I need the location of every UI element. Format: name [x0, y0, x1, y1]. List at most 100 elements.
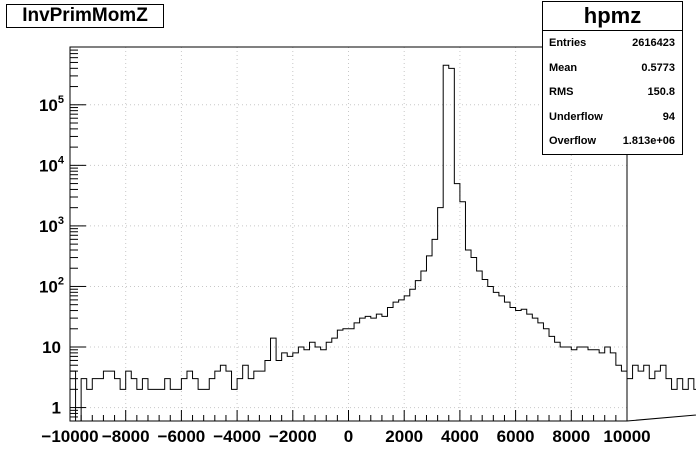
histogram-bin — [577, 347, 583, 421]
histogram-bin — [282, 353, 288, 421]
x-tick-label: 10000 — [603, 427, 650, 446]
histogram-bin — [482, 280, 488, 421]
histogram-bin — [610, 353, 616, 421]
histogram-bin — [504, 302, 510, 421]
x-tick-label: 4000 — [441, 427, 479, 446]
histogram-bin — [126, 371, 132, 421]
histogram-bin — [232, 389, 238, 421]
histogram-bin — [655, 371, 661, 421]
histogram-bin — [493, 292, 499, 421]
histogram-bin — [204, 389, 210, 421]
histogram-bin — [527, 314, 533, 421]
histogram-bin — [337, 330, 343, 421]
histogram-bin — [543, 329, 549, 421]
histogram-bin — [87, 389, 93, 421]
stats-label: Entries — [549, 37, 587, 49]
histogram-bin — [666, 379, 672, 421]
histogram-bin — [315, 347, 321, 421]
histogram-bin — [460, 202, 466, 421]
y-tick-label: 104 — [39, 154, 65, 175]
histogram-bin — [354, 323, 360, 421]
histogram-bin — [176, 389, 182, 421]
x-axis: −10000 −8000 −6000 −4000 −2000 0 2000 4000 6000 8… — [41, 410, 651, 446]
histogram-bin — [115, 379, 121, 421]
histogram-bin — [131, 379, 137, 421]
histogram-bin — [165, 379, 171, 421]
histogram-bin — [103, 371, 109, 421]
histogram-bin — [510, 307, 516, 421]
histogram-bin — [621, 371, 627, 421]
histogram-bin — [360, 318, 366, 421]
histogram-bin — [349, 329, 355, 421]
histogram-bin — [259, 371, 265, 421]
histogram-bin — [638, 371, 644, 421]
histogram-bin — [343, 329, 349, 421]
histogram-bin — [254, 371, 260, 421]
histogram-bin — [287, 356, 293, 421]
histogram-bin — [566, 347, 572, 421]
stats-label: Mean — [549, 61, 578, 74]
histogram-bin — [454, 184, 460, 421]
stats-label: Overflow — [549, 135, 597, 148]
histogram-bin — [521, 309, 527, 421]
x-tick-label: −6000 — [158, 427, 206, 446]
histogram-bin — [399, 300, 405, 421]
stats-label: Underflow — [549, 110, 603, 123]
histogram-bin — [633, 365, 639, 421]
histogram-bin — [276, 360, 282, 421]
histogram-bin — [421, 271, 427, 421]
stats-row-rms: RMS 150.8 — [543, 80, 682, 105]
histogram-bin — [142, 379, 148, 421]
histogram-bin — [549, 336, 555, 421]
stats-label: RMS — [549, 86, 574, 99]
histogram-bin — [404, 296, 410, 421]
histogram-bin — [371, 318, 377, 421]
histogram-bin — [332, 338, 338, 421]
histogram-bin — [148, 389, 154, 421]
histogram-bin — [588, 350, 594, 421]
stats-value: 1.813e+06 — [622, 135, 675, 148]
histogram-bin — [438, 208, 444, 421]
histogram-bin — [471, 258, 477, 421]
stats-value: 94 — [662, 110, 675, 123]
histogram-bin — [555, 342, 561, 421]
histogram-bin — [376, 314, 382, 421]
histogram-bin — [98, 379, 104, 421]
stats-value: 0.5773 — [641, 61, 675, 74]
histogram-bin — [660, 365, 666, 421]
histogram-bin — [293, 353, 299, 421]
y-axis: 1 10 102 103 104 105 — [39, 46, 86, 422]
histogram-bin — [243, 365, 249, 421]
x-tick-label: −2000 — [269, 427, 317, 446]
histogram-bin — [109, 371, 115, 421]
histogram-bin — [449, 68, 455, 421]
x-tick-label: −4000 — [213, 427, 261, 446]
x-tick-label: 2000 — [385, 427, 423, 446]
histogram-bin — [488, 286, 494, 421]
histogram-bin — [248, 379, 254, 421]
histogram-bin — [193, 379, 199, 421]
histogram-bin — [599, 353, 605, 421]
histogram-bin — [159, 389, 165, 421]
histogram-bin — [382, 316, 388, 421]
histogram-bin — [582, 347, 588, 421]
histogram-bin — [81, 379, 87, 421]
histogram-bin — [393, 302, 399, 421]
histogram-bin — [226, 371, 232, 421]
histogram-bin — [499, 296, 505, 421]
histogram-bin — [560, 347, 566, 421]
histogram-bin — [265, 360, 271, 421]
y-tick-label: 103 — [39, 215, 64, 236]
histogram-bin — [688, 379, 694, 421]
histogram-bin — [181, 379, 187, 421]
histogram-bin — [683, 389, 689, 421]
histogram-bin — [415, 281, 421, 421]
stats-box: hpmz Entries 2616423 Mean 0.5773 RMS 150… — [542, 1, 683, 155]
histogram-bin — [605, 347, 611, 421]
stats-value: 2616423 — [632, 37, 675, 49]
histogram-bin — [271, 338, 277, 421]
histogram-bin — [137, 389, 143, 421]
histogram-bin — [215, 371, 221, 421]
histogram-bin — [616, 365, 622, 421]
y-tick-label: 102 — [39, 275, 64, 296]
